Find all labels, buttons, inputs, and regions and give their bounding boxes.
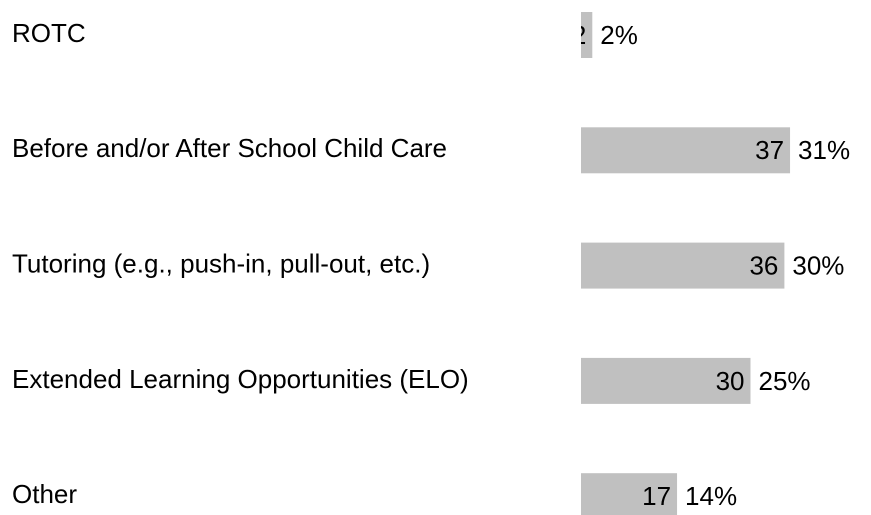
- category-label: Before and/or After School Child Care: [12, 133, 447, 163]
- percent-label: 31%: [798, 135, 850, 165]
- bar: [581, 473, 678, 515]
- bar: [581, 357, 751, 404]
- percent-label: 30%: [792, 250, 844, 280]
- bar-clip: 36: [749, 250, 778, 280]
- category-label: Other: [12, 479, 77, 509]
- bar-value-label: 36: [749, 250, 778, 280]
- percent-label: 2%: [600, 20, 638, 50]
- plot: ROTC 2 2% Before and/or After School Child …: [12, 12, 850, 515]
- bar-clip: 2: [572, 20, 586, 50]
- bar: [581, 12, 593, 58]
- bar-clip: 17: [642, 481, 671, 511]
- bar: [581, 127, 791, 174]
- bar-value-label: 30: [716, 366, 745, 396]
- bar-clip: 30: [716, 366, 745, 396]
- category-label: Extended Learning Opportunities (ELO): [12, 364, 469, 394]
- percent-label: 14%: [685, 481, 737, 511]
- bar: [581, 242, 785, 289]
- percent-label: 25%: [759, 366, 811, 396]
- bar-value-label: 37: [755, 135, 784, 165]
- category-label: ROTC: [12, 18, 86, 48]
- bar-clip: 37: [755, 135, 784, 165]
- bar-value-label: 17: [642, 481, 671, 511]
- bar-value-label: 2: [572, 20, 586, 50]
- category-label: Tutoring (e.g., push-in, pull-out, etc.): [12, 248, 430, 278]
